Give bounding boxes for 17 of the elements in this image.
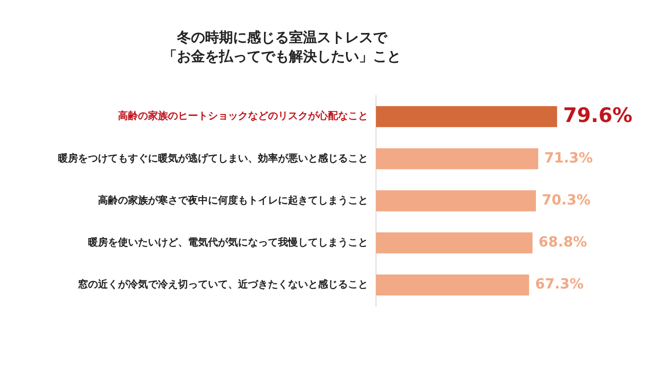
data-label: 70.3% — [542, 192, 591, 208]
bar — [376, 274, 530, 296]
chart-title: 冬の時期に感じる室温ストレスで — [176, 29, 388, 46]
bar — [376, 232, 533, 254]
bar — [376, 148, 538, 170]
data-label: 79.6% — [563, 102, 632, 127]
y-tick-label: 暖房をつけてもすぐに暖気が逃げてしまい、効率が悪いと感じること — [58, 152, 368, 164]
chart-subtitle: 「お金を払ってでも解決したい」こと — [163, 48, 401, 65]
y-tick-label: 高齢の家族のヒートショックなどのリスクが心配なこと — [118, 110, 368, 122]
data-label: 71.3% — [544, 150, 593, 166]
data-label: 67.3% — [535, 276, 584, 293]
bar — [376, 190, 536, 212]
data-label: 68.8% — [538, 234, 588, 251]
y-tick-label: 暖房を使いたいけど、電気代が気になって我慢してしまうこと — [88, 236, 368, 248]
bar — [376, 106, 558, 128]
y-tick-label: 高齢の家族が寒さで夜中に何度もトイレに起きてしまうこと — [98, 194, 368, 206]
y-tick-label: 窓の近くが冷気で冷え切っていて、近づきたくないと感じること — [78, 278, 368, 291]
